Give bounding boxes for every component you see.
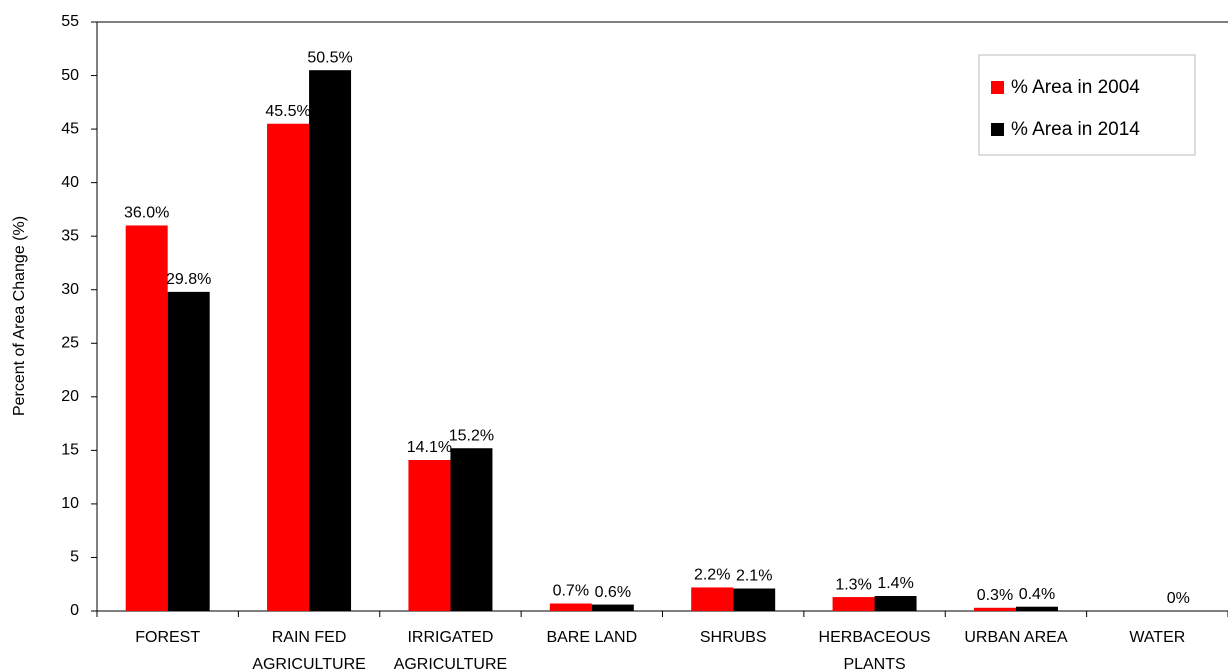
- x-tick-label: HERBACEOUS PLANTS: [819, 629, 931, 672]
- bar: [309, 70, 352, 611]
- bar: [1015, 606, 1058, 611]
- y-tick-label: 20: [61, 388, 79, 405]
- value-label: 1.4%: [877, 575, 913, 592]
- bar: [267, 123, 310, 612]
- x-tick-label: IRRIGATED AGRICULTURE: [394, 629, 508, 672]
- y-tick-label: 30: [61, 281, 79, 298]
- y-tick-label: 40: [61, 174, 79, 191]
- value-label: 15.2%: [449, 427, 494, 444]
- value-label: 2.1%: [736, 568, 772, 585]
- value-label: 0.4%: [1019, 586, 1055, 603]
- x-tick-label: BARE LAND: [546, 629, 637, 646]
- x-tick-label: RAIN FED AGRICULTURE: [252, 629, 366, 672]
- y-axis-title: Percent of Area Change (%): [11, 216, 28, 416]
- value-label: 29.8%: [166, 271, 211, 288]
- bar: [408, 460, 451, 611]
- bar: [167, 291, 210, 611]
- legend-label: % Area in 2004: [1011, 77, 1140, 98]
- value-label: 45.5%: [265, 103, 310, 120]
- y-tick-label: 55: [61, 13, 79, 30]
- x-tick-label: FOREST: [135, 629, 200, 646]
- x-tick-label: WATER: [1129, 629, 1185, 646]
- bar: [450, 448, 493, 611]
- legend-box: [978, 54, 1196, 156]
- bar: [733, 588, 776, 611]
- legend-swatch: [991, 123, 1004, 136]
- y-tick-label: 50: [61, 67, 79, 84]
- value-label: 2.2%: [694, 567, 730, 584]
- y-tick-label: 10: [61, 495, 79, 512]
- value-label: 0%: [1167, 590, 1190, 607]
- value-label: 0.3%: [977, 587, 1013, 604]
- legend-swatch: [991, 81, 1004, 94]
- value-label: 0.6%: [595, 584, 631, 601]
- value-label: 14.1%: [407, 439, 452, 456]
- bar: [549, 603, 592, 611]
- y-tick-label: 45: [61, 120, 79, 137]
- bar: [832, 597, 875, 611]
- bar: [874, 596, 917, 611]
- bar: [591, 604, 634, 611]
- y-tick-label: 15: [61, 442, 79, 459]
- value-label: 1.3%: [835, 576, 871, 593]
- y-tick-label: 25: [61, 334, 79, 351]
- bar: [691, 587, 734, 611]
- bar: [973, 607, 1016, 611]
- value-label: 36.0%: [124, 205, 169, 222]
- y-tick-label: 35: [61, 227, 79, 244]
- x-tick-label: SHRUBS: [700, 629, 767, 646]
- bar: [125, 225, 168, 612]
- x-tick-label: URBAN AREA: [964, 629, 1067, 646]
- y-tick-label: 0: [70, 602, 79, 619]
- value-label: 50.5%: [307, 49, 352, 66]
- value-label: 0.7%: [553, 583, 589, 600]
- legend-label: % Area in 2014: [1011, 119, 1140, 140]
- y-tick-label: 5: [70, 549, 79, 566]
